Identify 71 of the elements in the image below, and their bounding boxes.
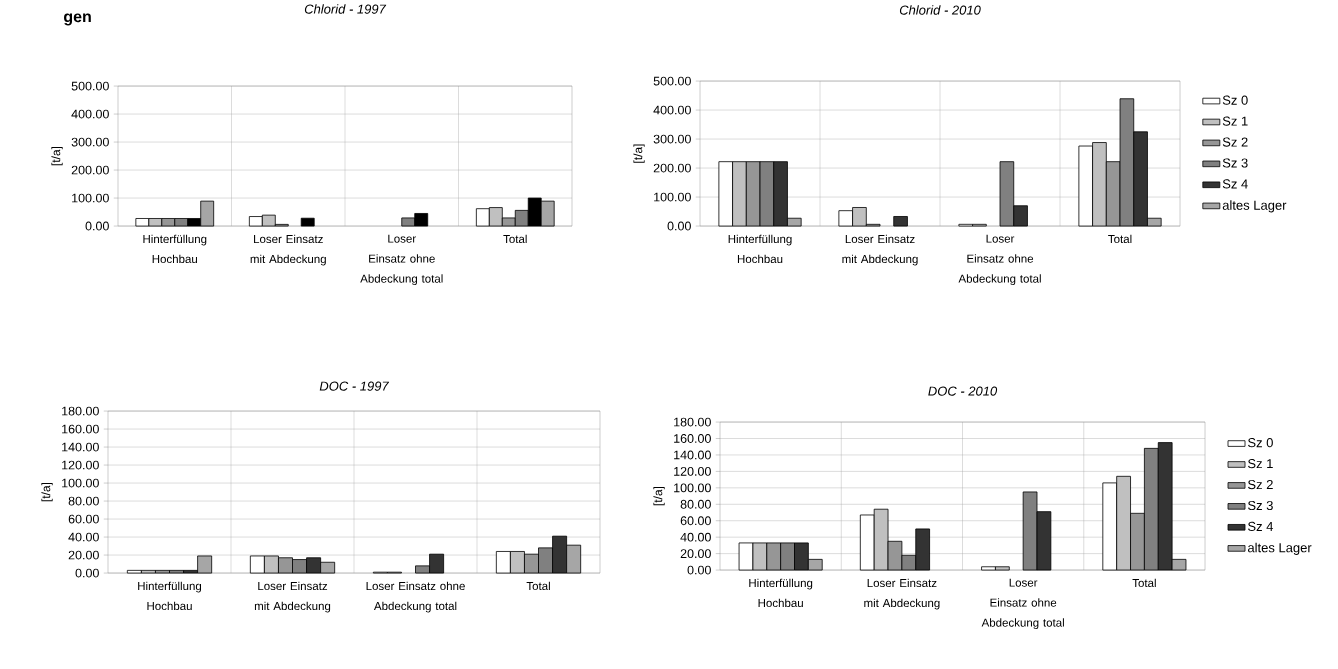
bar <box>300 217 315 227</box>
y-tick-label: 500.00 <box>653 76 691 86</box>
x-tick-label: Total <box>1108 234 1132 244</box>
y-tick-label: 140.00 <box>674 450 711 460</box>
y-tick-label: 140.00 <box>62 442 99 452</box>
y-tick-label: 180.00 <box>62 406 99 416</box>
x-tick-label: Loser Einsatz mit Abdeckung <box>864 578 940 610</box>
y-tick-label: 100.00 <box>674 483 711 493</box>
x-tick-label: Loser Einsatz ohne Abdeckung total <box>981 578 1064 629</box>
y-tick-label: 40.00 <box>68 532 99 542</box>
x-tick-label: Loser Einsatz ohne Abdeckung total <box>360 234 443 285</box>
y-axis-title: [t/a] <box>41 482 53 502</box>
legend-label: Sz 3 <box>1222 158 1248 168</box>
y-tick-label: 300.00 <box>71 137 109 147</box>
x-tick-label: Loser Einsatz ohne Abdeckung total <box>366 581 465 613</box>
legend-label: Sz 2 <box>1248 479 1273 490</box>
x-tick-label: Total <box>1132 578 1156 588</box>
y-tick-label: 300.00 <box>653 134 691 144</box>
y-tick-label: 160.00 <box>62 424 99 434</box>
bar <box>893 216 908 227</box>
y-tick-label: 200.00 <box>653 163 691 173</box>
y-axis-title: [t/a] <box>51 146 63 166</box>
y-tick-label: 20.00 <box>68 550 99 560</box>
y-axis-title: [t/a] <box>633 144 645 163</box>
chart-title: Chlorid - 2010 <box>899 5 981 15</box>
y-tick-label: 20.00 <box>680 549 711 559</box>
legend-label: Sz 0 <box>1248 438 1273 448</box>
legend-label: Sz 1 <box>1222 116 1248 126</box>
x-tick-label: Loser Einsatz mit Abdeckung <box>842 234 918 266</box>
y-tick-label: 500.00 <box>71 81 109 91</box>
x-tick-label: Hinterfüllung Hochbau <box>749 578 813 608</box>
y-tick-label: 100.00 <box>62 478 99 488</box>
y-tick-label: 400.00 <box>71 109 109 119</box>
legend-label: Sz 0 <box>1222 95 1248 105</box>
legend-label: Sz 1 <box>1248 458 1273 469</box>
x-tick-label: Loser Einsatz mit Abdeckung <box>250 234 326 266</box>
chart-title: DOC - 1997 <box>319 381 390 391</box>
legend-label: altes Lager <box>1222 200 1287 213</box>
x-tick-label: Hinterfüllung Hochbau <box>138 581 202 611</box>
x-tick-label: Loser Einsatz mit Abdeckung <box>254 581 331 613</box>
x-tick-label: Total <box>503 234 527 244</box>
y-tick-label: 100.00 <box>72 193 109 203</box>
chart-title: Chlorid - 1997 <box>304 4 387 14</box>
y-axis-title: [t/a] <box>653 486 665 506</box>
y-tick-label: 80.00 <box>680 499 711 509</box>
y-tick-label: 120.00 <box>62 460 99 470</box>
legend-label: altes Lager <box>1247 542 1312 555</box>
y-tick-label: 160.00 <box>674 434 711 443</box>
legend-label: Sz 3 <box>1248 500 1273 511</box>
y-tick-label: 180.00 <box>674 417 711 427</box>
y-tick-label: 200.00 <box>71 165 109 175</box>
y-tick-label: 80.00 <box>68 496 99 506</box>
chart-title: DOC - 2010 <box>928 386 998 396</box>
x-tick-label: Hinterfüllung Hochbau <box>728 234 792 264</box>
y-tick-label: 0.00 <box>85 221 109 231</box>
y-tick-label: 60.00 <box>68 514 99 524</box>
y-tick-label: 0.00 <box>75 568 99 578</box>
y-tick-label: 40.00 <box>680 532 711 542</box>
legend-label: Sz 4 <box>1222 179 1248 189</box>
y-tick-label: 400.00 <box>653 105 691 115</box>
y-tick-label: 0.00 <box>687 565 711 575</box>
y-tick-label: 0.00 <box>667 221 691 231</box>
x-tick-label: Hinterfüllung Hochbau <box>143 234 207 264</box>
text: gen <box>64 13 91 26</box>
x-tick-label: Loser Einsatz ohne Abdeckung total <box>958 234 1041 285</box>
legend-label: Sz 4 <box>1248 521 1274 531</box>
legend-label: Sz 2 <box>1222 137 1248 147</box>
y-tick-label: 60.00 <box>680 516 711 526</box>
y-tick-label: 120.00 <box>674 466 711 476</box>
y-tick-label: 100.00 <box>654 192 691 202</box>
x-tick-label: Total <box>526 581 550 591</box>
